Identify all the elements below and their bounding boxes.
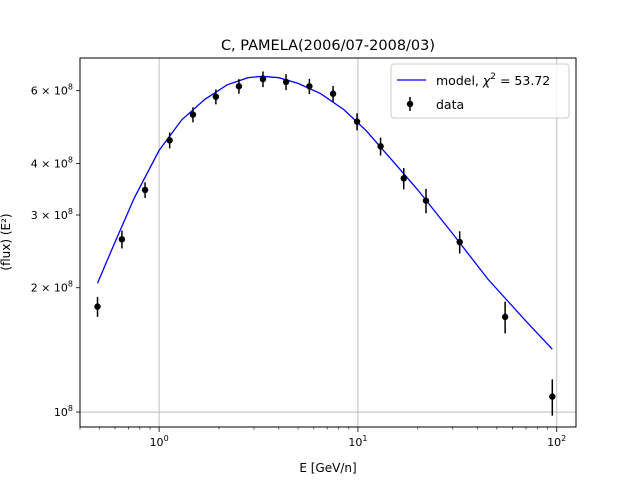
legend-data-marker [406, 100, 414, 108]
legend: model, χ2 = 53.72 data [390, 63, 570, 119]
legend-model-label: model, χ2 = 53.72 [436, 72, 550, 88]
y-axis-label: (flux) (E²) [0, 213, 13, 270]
y-tick-label: 2 × 108 [31, 280, 73, 295]
data-point [329, 90, 337, 97]
data-point [306, 83, 313, 90]
data-point [282, 78, 290, 86]
data-point [377, 143, 384, 150]
data-point [141, 186, 149, 194]
data-point [422, 197, 430, 204]
data-point [189, 111, 197, 118]
legend-data-label: data [436, 97, 464, 112]
x-axis-label: E [GeV/n] [299, 461, 356, 475]
data-point [235, 83, 243, 90]
data-point [549, 393, 556, 400]
chart-title: C, PAMELA(2006/07-2008/03) [221, 38, 435, 54]
y-tick-label: 108 [54, 404, 73, 419]
data-point [212, 93, 220, 100]
y-axis: 108 2 × 108 3 × 108 4 × 108 6 × 108 [31, 83, 80, 419]
data-point [353, 118, 361, 125]
y-tick-label: 6 × 108 [31, 83, 73, 98]
x-tick-label: 102 [547, 434, 566, 449]
data-point [400, 175, 407, 182]
data-point [94, 303, 101, 310]
y-tick-label: 3 × 108 [31, 207, 73, 222]
data-point [456, 238, 463, 246]
legend-box [390, 63, 570, 119]
data-series [94, 71, 556, 416]
x-axis: 100 101 102 [79, 427, 566, 449]
x-tick-label: 101 [348, 434, 367, 449]
data-point [166, 137, 173, 144]
data-point [501, 313, 509, 321]
x-tick-label: 100 [150, 434, 169, 449]
data-point [259, 75, 267, 83]
plot-area-frame [79, 57, 577, 428]
y-tick-label: 4 × 108 [31, 155, 73, 170]
data-point [118, 236, 126, 243]
